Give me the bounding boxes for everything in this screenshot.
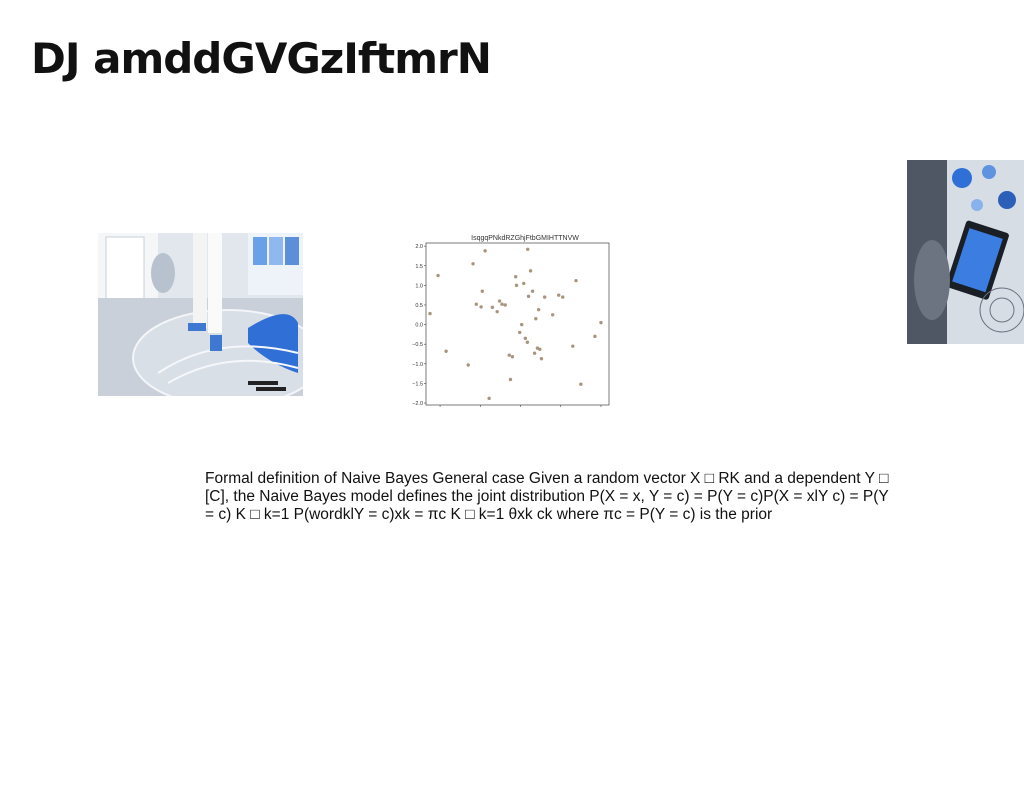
scatter-point	[528, 269, 533, 273]
scatter-point	[571, 344, 575, 348]
slide-title: DJ amddGVGzIftmrN	[31, 34, 492, 83]
scatter-point	[500, 302, 504, 306]
scatter-point	[532, 351, 537, 355]
scatter-point	[507, 353, 511, 357]
scatter-point	[436, 273, 440, 278]
photo-room-dancer	[98, 233, 303, 396]
scatter-point	[483, 249, 487, 253]
scatter-point	[510, 355, 515, 359]
y-tick-label: 0.0	[415, 323, 423, 329]
scatter-point	[474, 302, 478, 306]
scatter-point	[487, 396, 491, 401]
y-tick-label: 1.0	[415, 283, 423, 289]
scatter-point	[579, 382, 583, 386]
scatter-point	[503, 303, 507, 307]
scatter-point	[561, 295, 565, 299]
y-tick-label: −1.5	[412, 381, 423, 387]
scatter-point	[520, 322, 524, 327]
scatter-point	[444, 349, 448, 353]
scatter-point	[495, 309, 499, 314]
scatter-point	[574, 278, 578, 283]
scatter-point	[538, 347, 542, 352]
y-tick-label: 2.0	[415, 244, 423, 250]
chart-title: IsqgqPNkdRZGhjFtbGMIHTTNVW	[471, 235, 579, 242]
scatter-point	[542, 295, 547, 299]
scatter-point	[497, 299, 502, 303]
scatter-point	[593, 334, 597, 339]
scatter-point	[557, 293, 561, 297]
y-tick-label: 1.5	[415, 264, 423, 270]
y-tick-label: −2.0	[412, 401, 423, 407]
scatter-point	[428, 311, 432, 316]
body-text: Formal definition of Naive Bayes General…	[205, 470, 889, 523]
scatter-point	[479, 305, 483, 309]
scatter-point	[518, 330, 522, 335]
y-tick-label: 0.5	[415, 303, 423, 309]
scatter-point	[526, 294, 531, 299]
scatter-point	[471, 262, 475, 266]
scatter-point	[466, 363, 470, 367]
scatter-point	[539, 357, 544, 361]
scatter-point	[480, 289, 485, 293]
scatter-point	[523, 336, 528, 341]
plot-frame	[425, 242, 610, 406]
photo-tablet-table	[907, 160, 1024, 344]
scatter-point	[550, 313, 555, 317]
scatter-point	[530, 289, 535, 293]
scatter-point	[526, 247, 530, 251]
scatter-point	[525, 340, 530, 344]
scatter-point	[514, 283, 519, 288]
y-tick-label: −0.5	[412, 342, 423, 348]
scatter-point	[513, 275, 518, 279]
scatter-point	[599, 320, 603, 325]
scatter-chart: IsqgqPNkdRZGhjFtbGMIHTTNVW −2.0 −1.5 −1.0 −…	[412, 235, 610, 407]
y-tick-label: −1.0	[412, 362, 423, 368]
scatter-point	[508, 377, 513, 382]
scatter-point	[536, 307, 541, 312]
scatter-point	[522, 281, 526, 286]
scatter-point	[490, 305, 495, 310]
scatter-point	[534, 317, 538, 321]
